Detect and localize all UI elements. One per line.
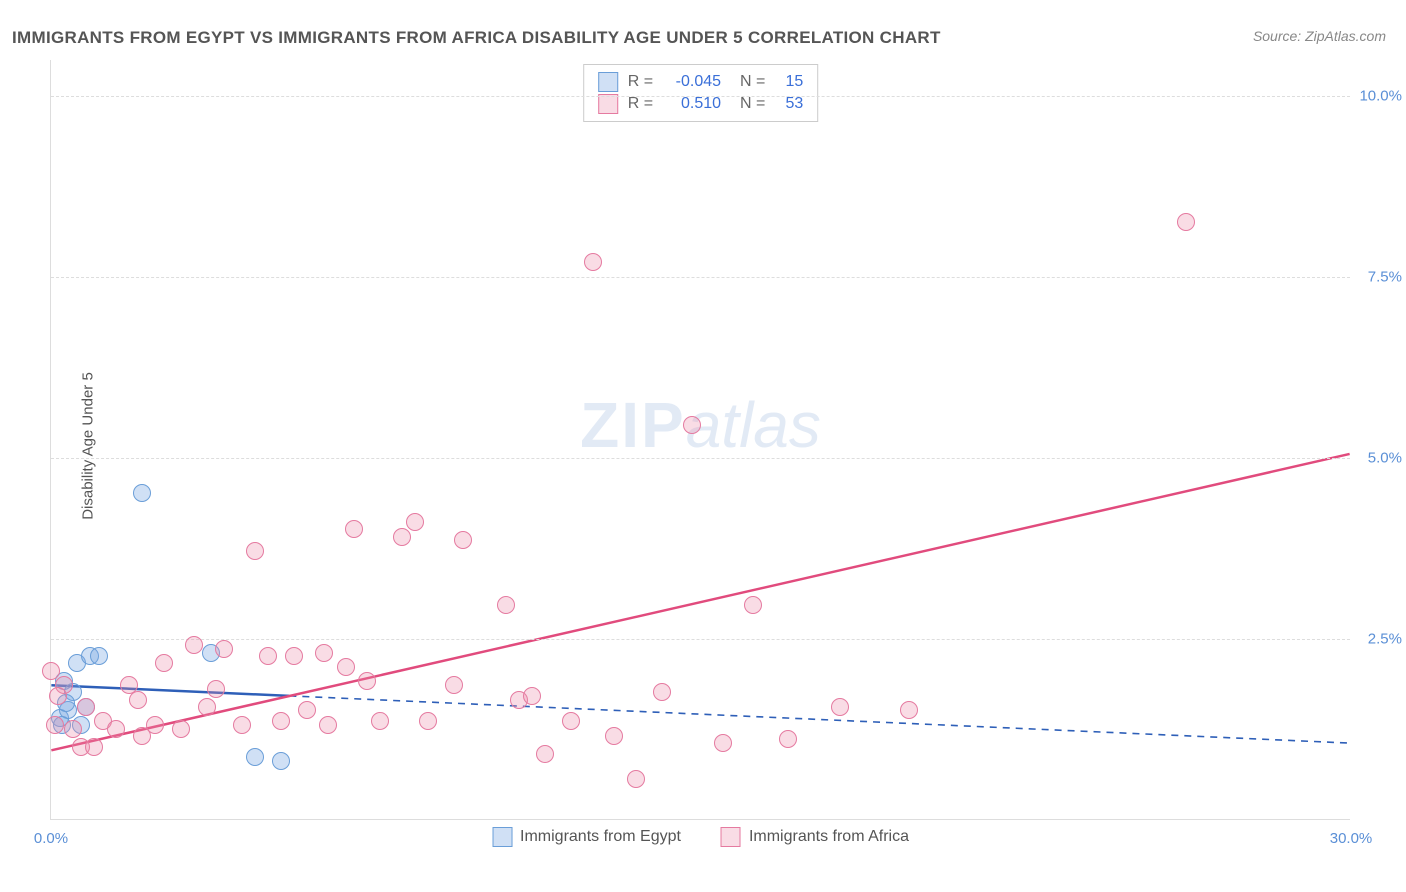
data-point bbox=[272, 752, 290, 770]
data-point bbox=[406, 513, 424, 531]
stats-n-value: 15 bbox=[775, 71, 803, 93]
y-tick-label: 10.0% bbox=[1359, 88, 1402, 105]
data-point bbox=[90, 647, 108, 665]
data-point bbox=[445, 676, 463, 694]
data-point bbox=[337, 658, 355, 676]
data-point bbox=[714, 734, 732, 752]
data-point bbox=[172, 720, 190, 738]
data-point bbox=[259, 647, 277, 665]
data-point bbox=[536, 745, 554, 763]
data-point bbox=[185, 636, 203, 654]
data-point bbox=[419, 712, 437, 730]
data-point bbox=[246, 542, 264, 560]
gridline bbox=[51, 639, 1350, 640]
legend-label: Immigrants from Africa bbox=[749, 828, 909, 846]
stats-n-label: N = bbox=[731, 71, 765, 93]
legend-label: Immigrants from Egypt bbox=[520, 828, 681, 846]
data-point bbox=[653, 683, 671, 701]
regression-line-dashed bbox=[289, 696, 1349, 743]
data-point bbox=[42, 662, 60, 680]
bottom-legend: Immigrants from Egypt Immigrants from Afr… bbox=[492, 827, 909, 847]
x-tick-label: 0.0% bbox=[34, 830, 68, 847]
data-point bbox=[155, 654, 173, 672]
data-point bbox=[744, 596, 762, 614]
y-tick-label: 2.5% bbox=[1368, 631, 1402, 648]
data-point bbox=[358, 672, 376, 690]
data-point bbox=[146, 716, 164, 734]
data-point bbox=[683, 416, 701, 434]
data-point bbox=[562, 712, 580, 730]
gridline bbox=[51, 458, 1350, 459]
stats-legend: R =-0.045 N =15R =0.510 N =53 bbox=[583, 64, 819, 122]
data-point bbox=[49, 687, 67, 705]
data-point bbox=[64, 720, 82, 738]
data-point bbox=[46, 716, 64, 734]
stats-r-value: -0.045 bbox=[663, 71, 721, 93]
data-point bbox=[107, 720, 125, 738]
data-point bbox=[233, 716, 251, 734]
regression-line-solid bbox=[51, 454, 1349, 750]
data-point bbox=[85, 738, 103, 756]
bottom-legend-item: Immigrants from Africa bbox=[721, 827, 909, 847]
data-point bbox=[207, 680, 225, 698]
gridline bbox=[51, 277, 1350, 278]
data-point bbox=[215, 640, 233, 658]
data-point bbox=[497, 596, 515, 614]
source-attribution: Source: ZipAtlas.com bbox=[1253, 28, 1386, 44]
stats-legend-row: R = -0.045 N = 15 bbox=[598, 71, 804, 93]
data-point bbox=[605, 727, 623, 745]
data-point bbox=[272, 712, 290, 730]
data-point bbox=[319, 716, 337, 734]
data-point bbox=[133, 484, 151, 502]
data-point bbox=[1177, 213, 1195, 231]
data-point bbox=[77, 698, 95, 716]
x-tick-label: 30.0% bbox=[1330, 830, 1373, 847]
data-point bbox=[246, 748, 264, 766]
gridline bbox=[51, 96, 1350, 97]
data-point bbox=[779, 730, 797, 748]
data-point bbox=[129, 691, 147, 709]
regression-lines bbox=[51, 60, 1350, 819]
data-point bbox=[831, 698, 849, 716]
data-point bbox=[393, 528, 411, 546]
y-tick-label: 7.5% bbox=[1368, 269, 1402, 286]
watermark-atlas: atlas bbox=[686, 389, 821, 461]
stats-r-label: R = bbox=[628, 71, 653, 93]
data-point bbox=[454, 531, 472, 549]
watermark-zip: ZIP bbox=[580, 389, 686, 461]
data-point bbox=[315, 644, 333, 662]
data-point bbox=[285, 647, 303, 665]
plot-area: ZIPatlas R =-0.045 N =15R =0.510 N =53 I… bbox=[50, 60, 1350, 820]
y-tick-label: 5.0% bbox=[1368, 450, 1402, 467]
legend-swatch bbox=[721, 827, 741, 847]
chart-title: IMMIGRANTS FROM EGYPT VS IMMIGRANTS FROM… bbox=[12, 28, 941, 48]
data-point bbox=[371, 712, 389, 730]
data-point bbox=[345, 520, 363, 538]
bottom-legend-item: Immigrants from Egypt bbox=[492, 827, 681, 847]
data-point bbox=[900, 701, 918, 719]
data-point bbox=[198, 698, 216, 716]
legend-swatch bbox=[598, 72, 618, 92]
data-point bbox=[584, 253, 602, 271]
data-point bbox=[298, 701, 316, 719]
data-point bbox=[627, 770, 645, 788]
legend-swatch bbox=[492, 827, 512, 847]
data-point bbox=[523, 687, 541, 705]
regression-line-solid bbox=[51, 685, 289, 696]
